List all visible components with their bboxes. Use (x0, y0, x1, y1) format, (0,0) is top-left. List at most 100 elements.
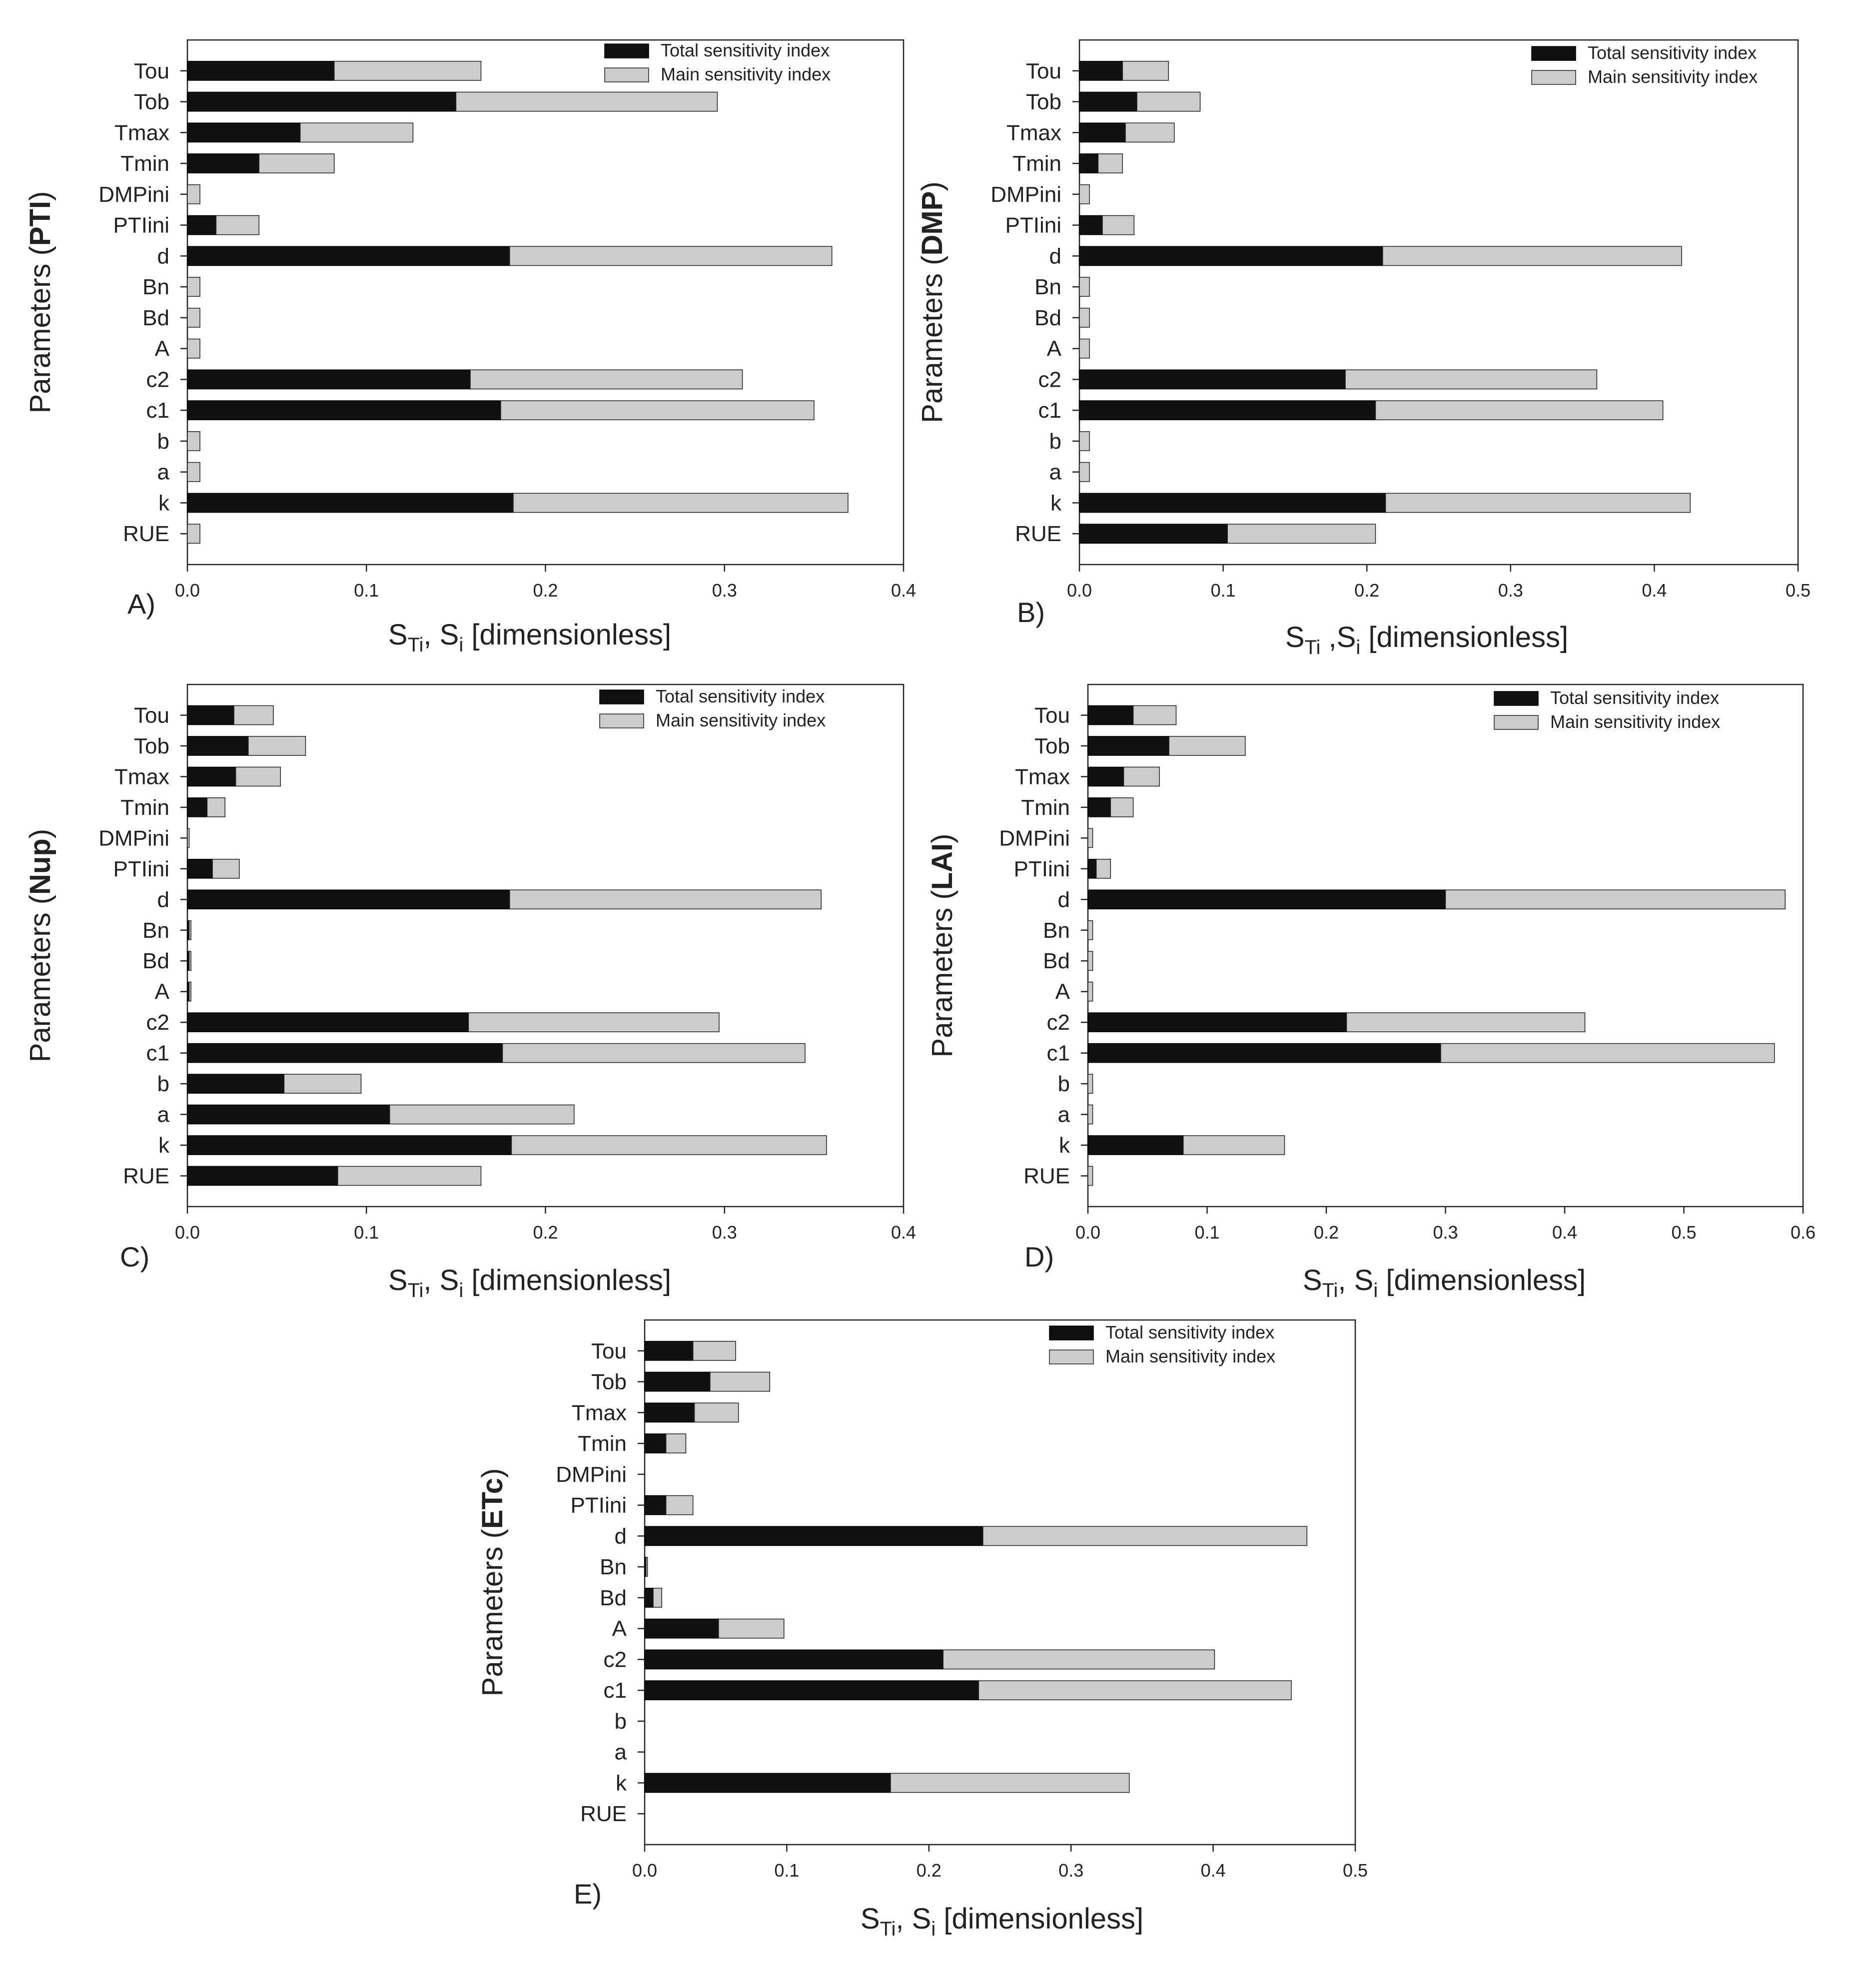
y-tick-label: Tmin (120, 795, 169, 820)
y-tick-label: A (1047, 337, 1062, 361)
bar-main (470, 369, 743, 390)
y-tick-label: d (1058, 887, 1070, 912)
x-tick-label: 0.0 (1075, 1222, 1100, 1243)
bar-total (644, 1680, 979, 1701)
x-tick-label: 0.4 (1552, 1222, 1577, 1243)
x-tick-label: 0.1 (774, 1860, 799, 1881)
y-tick-label: Tmin (1021, 795, 1070, 820)
x-tick-label: 0.4 (1201, 1860, 1226, 1881)
y-tick-label: Bd (142, 949, 169, 973)
legend: Total sensitivity index Main sensitivity … (604, 40, 831, 84)
legend: Total sensitivity index Main sensitivity … (599, 686, 826, 730)
bar-main (299, 122, 414, 143)
y-tick-label: Bd (1043, 949, 1070, 973)
bar-total (1087, 705, 1134, 725)
bar-main (187, 431, 200, 451)
y-axis-label: Parameters (Nup) (24, 829, 56, 1062)
bar-main (978, 1680, 1292, 1701)
bar-main (1079, 277, 1090, 297)
x-axis-label-s: S (1303, 1264, 1322, 1297)
x-axis-label-s: S (388, 619, 408, 651)
bar-main (1136, 91, 1201, 112)
x-tick-label: 0.2 (1314, 1222, 1339, 1243)
legend-swatch-total (1494, 691, 1539, 706)
bar-main (710, 1371, 771, 1392)
legend-label-total: Total sensitivity index (1550, 687, 1719, 708)
bar-total (1079, 369, 1346, 390)
bar-main (1087, 951, 1093, 971)
bar-main (215, 215, 260, 235)
bar-total (644, 1340, 694, 1361)
panel-b-dmp: 0.0 0.1 0.2 0.3 0.4 0.5 Tou Tob Tmax Tmin DMPini PT… (916, 39, 1811, 658)
bar-main (1087, 828, 1093, 848)
x-axis-label-sep: ,S (1320, 621, 1356, 654)
bar-main (509, 889, 822, 910)
bar-main (187, 828, 190, 848)
legend-label-main: Main sensitivity index (1105, 1346, 1275, 1366)
bar-total (1079, 215, 1103, 235)
bar-total (187, 1135, 512, 1155)
y-axis-label-variable: LAI (926, 843, 958, 890)
bar-total (187, 215, 217, 235)
legend-label-total: Total sensitivity index (1588, 42, 1757, 63)
bar-main (1346, 1012, 1586, 1032)
bar-main (235, 766, 281, 787)
x-axis-label-sep: , S (1338, 1264, 1373, 1297)
legend: Total sensitivity index Main sensitivity … (1049, 1322, 1275, 1366)
bar-total (644, 1433, 667, 1453)
legend-label-main: Main sensitivity index (1588, 66, 1758, 87)
legend: Total sensitivity index Main sensitivity … (1494, 687, 1720, 732)
y-axis-label-variable: Nup (24, 838, 56, 895)
y-tick-label: PTIini (571, 1493, 627, 1518)
plot-frame (186, 39, 905, 566)
bar-total (1087, 889, 1446, 910)
bar-main (1095, 859, 1111, 879)
bar-total (1087, 1135, 1184, 1155)
panel-c-nup: 0.0 0.1 0.2 0.3 0.4 Tou Tob Tmax Tmin DMPini PTIin… (24, 683, 916, 1302)
bar-main (337, 1166, 482, 1186)
bar-total (187, 705, 234, 725)
y-tick-label: k (1059, 1133, 1070, 1158)
y-tick-label: Tou (134, 59, 169, 83)
bar-main (1087, 1104, 1093, 1125)
bar-main (982, 1526, 1308, 1546)
y-tick-label: d (1049, 244, 1061, 268)
x-axis-label-sub-i: i (459, 634, 463, 656)
panel-label: C) (120, 1241, 149, 1273)
x-tick-label: 0.4 (1642, 580, 1667, 601)
bar-main (511, 1135, 827, 1155)
bar-main (187, 462, 200, 482)
x-axis-label-sub-ti: Ti (408, 634, 424, 656)
bar-main (1132, 705, 1177, 725)
legend-swatch-total (1049, 1325, 1094, 1340)
y-tick-label: Bd (1034, 306, 1061, 330)
x-axis-label: STi ,Si [dimensionless] (1285, 621, 1568, 658)
x-axis-label: STi, Si [dimensionless] (861, 1903, 1143, 1940)
y-tick-label: b (1058, 1072, 1070, 1096)
bar-main (1125, 122, 1175, 143)
x-axis-label-sub-i: i (931, 1918, 936, 1940)
bar-total (187, 1012, 469, 1032)
bar-main (1087, 981, 1093, 1002)
bar-main (1079, 307, 1090, 328)
y-tick-label: c2 (146, 1010, 169, 1035)
bar-main (1183, 1135, 1285, 1155)
bar-total (1087, 859, 1097, 879)
bar-total (187, 736, 249, 756)
panel-a-pti: 0.0 0.1 0.2 0.3 0.4 Tou Tob Tmax Tmin DMPini PTIin… (24, 39, 916, 656)
panel-label: D) (1024, 1241, 1054, 1273)
y-tick-label: Tob (1026, 90, 1061, 114)
y-tick-label: k (158, 1133, 170, 1158)
y-axis-label-prefix: Parameters ( (476, 1529, 509, 1696)
y-tick-label: c2 (604, 1647, 627, 1672)
x-axis-label-rest: [dimensionless] (1378, 1264, 1586, 1297)
y-tick-label: DMPini (999, 826, 1070, 850)
x-axis-label-sub-ti: Ti (1305, 637, 1321, 658)
bar-main (694, 1402, 739, 1423)
bar-total (187, 493, 514, 513)
bar-total (187, 1043, 503, 1063)
x-tick-label: 0.3 (712, 580, 737, 601)
y-tick-label: a (1058, 1103, 1070, 1127)
bar-main (1227, 524, 1376, 544)
bar-main (500, 400, 815, 421)
